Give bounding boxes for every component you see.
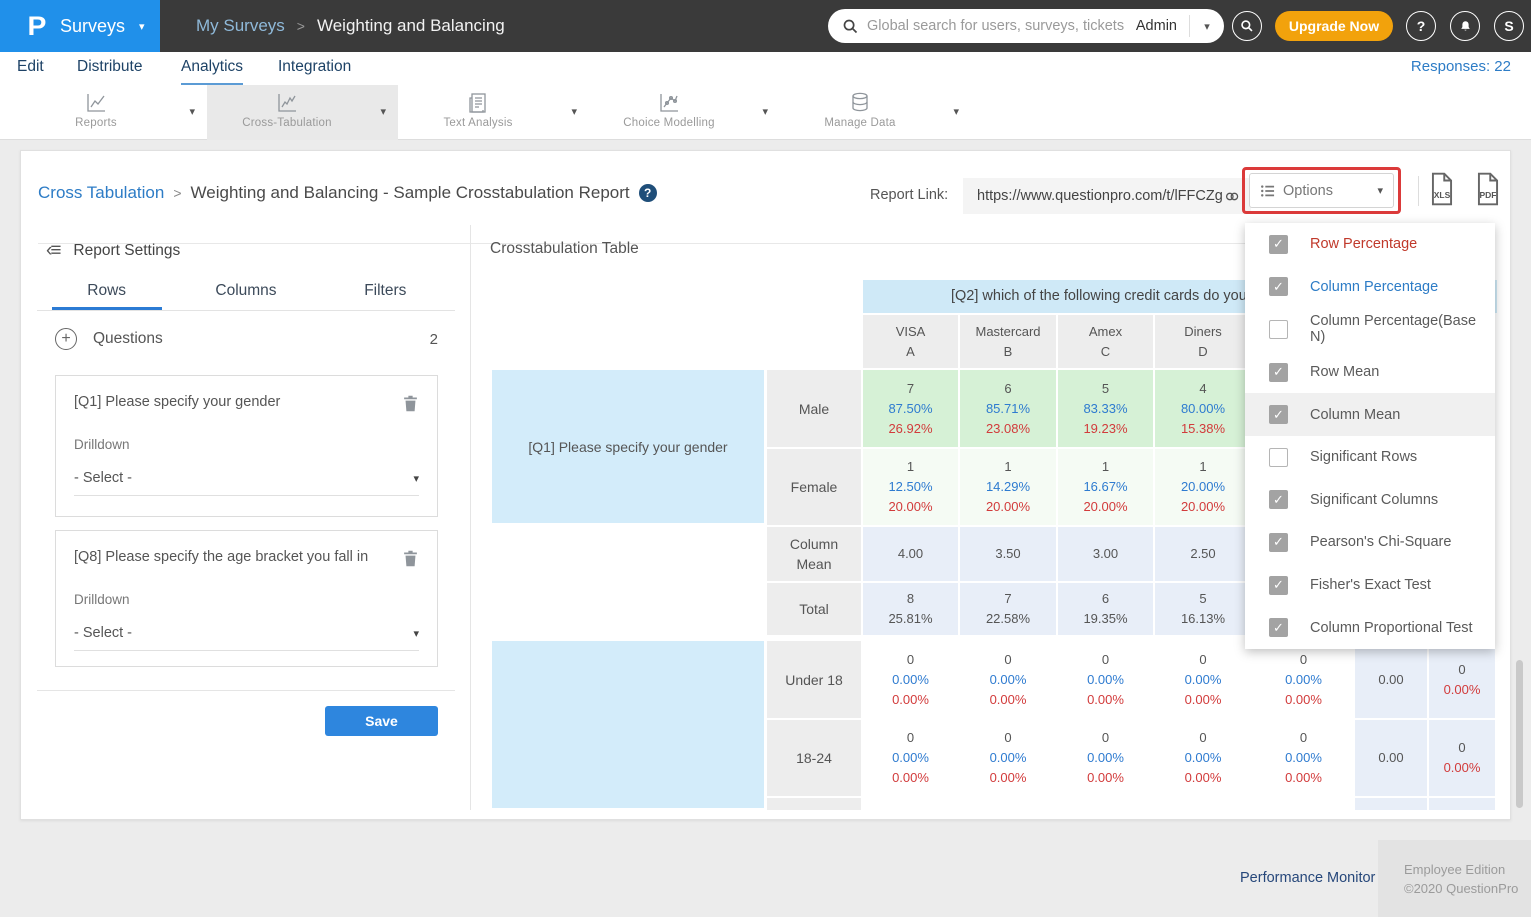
- crosstab-cell: 516.13%: [1155, 583, 1253, 637]
- table-scrollbar[interactable]: [1516, 660, 1523, 808]
- checkbox-checked-icon[interactable]: ✓: [1269, 576, 1288, 595]
- crosstab-row-question-q1: [Q1] Please specify your gender: [492, 370, 766, 525]
- crosstab-cell: 120.00%20.00%: [1155, 449, 1253, 527]
- crosstab-cell: 00.00%0.00%: [1155, 641, 1253, 720]
- crosstab-row-header: Column Mean: [767, 527, 863, 583]
- crosstab-cell: 685.71%23.08%: [960, 370, 1058, 449]
- options-menu-item[interactable]: ✓ Pearson's Chi-Square: [1245, 521, 1495, 564]
- crosstab-cell: 00.00%0.00%: [1155, 720, 1253, 798]
- divider: [1418, 176, 1419, 206]
- crosstab-row-header: Female: [767, 449, 863, 527]
- crosstab-cell: 787.50%26.92%: [863, 370, 960, 449]
- export-pdf-button[interactable]: PDF: [1474, 172, 1502, 206]
- options-menu-item[interactable]: ✓ Row Percentage: [1245, 223, 1495, 266]
- options-menu-item-label: Row Percentage: [1310, 236, 1417, 252]
- page: P Surveys ▾ My Surveys > Weighting and B…: [0, 0, 1531, 917]
- checkbox-checked-icon[interactable]: ✓: [1269, 618, 1288, 637]
- options-menu-item-label: Row Mean: [1310, 364, 1379, 380]
- checkbox-checked-icon[interactable]: ✓: [1269, 363, 1288, 382]
- options-menu-item[interactable]: Column Percentage(Base N): [1245, 308, 1495, 351]
- options-menu-item-label: Column Mean: [1310, 407, 1400, 423]
- copyright-label: ©2020 QuestionPro: [1404, 879, 1531, 898]
- crosstab-cell: 00.00%: [1429, 641, 1497, 720]
- crosstab-cell: 00.00%0.00%: [1058, 720, 1155, 798]
- options-button[interactable]: Options ▾: [1249, 173, 1394, 208]
- checkbox-unchecked-icon[interactable]: [1269, 448, 1288, 467]
- crosstab-cell: 00.00%0.00%: [960, 641, 1058, 720]
- edition-label: Employee Edition: [1404, 860, 1531, 879]
- crosstab-cell: 3.50: [960, 527, 1058, 583]
- options-menu-item[interactable]: Significant Rows: [1245, 436, 1495, 479]
- crosstab-row-header-partial: [767, 798, 863, 810]
- options-menu-item-label: Significant Columns: [1310, 492, 1438, 508]
- crosstab-row-header: 18-24: [767, 720, 863, 798]
- crosstab-cell: [1355, 798, 1429, 810]
- crosstab-column-header: AmexC: [1058, 315, 1155, 370]
- crosstab-cell: 722.58%: [960, 583, 1058, 637]
- checkbox-checked-icon[interactable]: ✓: [1269, 533, 1288, 552]
- checkbox-checked-icon[interactable]: ✓: [1269, 277, 1288, 296]
- svg-text:PDF: PDF: [1480, 190, 1497, 200]
- crosstab-cell: 825.81%: [863, 583, 960, 637]
- options-menu-item[interactable]: ✓ Row Mean: [1245, 351, 1495, 394]
- performance-monitor-link[interactable]: Performance Monitor: [1240, 870, 1375, 886]
- crosstab-cell: 00.00%: [1429, 720, 1497, 798]
- crosstab-row-header: Total: [767, 583, 863, 637]
- chevron-down-icon: ▾: [1377, 184, 1383, 197]
- options-menu-item[interactable]: ✓ Column Proportional Test: [1245, 606, 1495, 649]
- crosstab-cell: 00.00%0.00%: [1254, 641, 1355, 720]
- crosstab-cell: 2.50: [1155, 527, 1253, 583]
- crosstab-cell: 0.00: [1355, 641, 1429, 720]
- options-menu-item-label: Column Percentage(Base N): [1310, 313, 1495, 345]
- crosstab-cell: 00.00%0.00%: [1254, 720, 1355, 798]
- options-menu-item-label: Column Proportional Test: [1310, 620, 1473, 636]
- crosstab-column-header: MastercardB: [960, 315, 1058, 370]
- crosstab-cell: 114.29%20.00%: [960, 449, 1058, 527]
- crosstab-cell: 00.00%0.00%: [863, 641, 960, 720]
- options-menu-item-label: Column Percentage: [1310, 279, 1438, 295]
- crosstab-cell: 619.35%: [1058, 583, 1155, 637]
- checkbox-checked-icon[interactable]: ✓: [1269, 490, 1288, 509]
- options-menu-item-label: Fisher's Exact Test: [1310, 577, 1431, 593]
- crosstab-cell: 4.00: [863, 527, 960, 583]
- crosstab-cell: 3.00: [1058, 527, 1155, 583]
- crosstab-column-header: VISAA: [863, 315, 960, 370]
- crosstab-row-header: Under 18: [767, 641, 863, 720]
- crosstab-row-header: Male: [767, 370, 863, 449]
- crosstab-cell: 00.00%0.00%: [960, 720, 1058, 798]
- options-menu-item[interactable]: ✓ Significant Columns: [1245, 479, 1495, 522]
- crosstab-cell: 0.00: [1355, 720, 1429, 798]
- options-menu-item-label: Significant Rows: [1310, 449, 1417, 465]
- crosstab-row-question-q8: [492, 641, 766, 810]
- list-icon: [1260, 184, 1275, 198]
- crosstab-cell: [1429, 798, 1497, 810]
- crosstab-cell: 00.00%0.00%: [1058, 641, 1155, 720]
- checkbox-unchecked-icon[interactable]: [1269, 320, 1288, 339]
- edition-box: Employee Edition ©2020 QuestionPro: [1378, 840, 1531, 917]
- options-dropdown-menu: ✓ Row Percentage ✓ Column Percentage Column …: [1245, 223, 1495, 649]
- checkbox-checked-icon[interactable]: ✓: [1269, 235, 1288, 254]
- checkbox-checked-icon[interactable]: ✓: [1269, 405, 1288, 424]
- svg-text:XLS: XLS: [1434, 190, 1451, 200]
- crosstab-column-header: DinersD: [1155, 315, 1253, 370]
- crosstab-cell: 116.67%20.00%: [1058, 449, 1155, 527]
- options-button-label: Options: [1283, 183, 1369, 199]
- crosstab-cell: 583.33%19.23%: [1058, 370, 1155, 449]
- crosstab-cell: 480.00%15.38%: [1155, 370, 1253, 449]
- crosstab-cell: 112.50%20.00%: [863, 449, 960, 527]
- options-menu-item[interactable]: ✓ Column Mean: [1245, 393, 1495, 436]
- options-menu-item-label: Pearson's Chi-Square: [1310, 534, 1451, 550]
- options-menu-item[interactable]: ✓ Column Percentage: [1245, 266, 1495, 309]
- crosstab-cell: 00.00%0.00%: [863, 720, 960, 798]
- export-xls-button[interactable]: XLS: [1428, 172, 1456, 206]
- options-menu-item[interactable]: ✓ Fisher's Exact Test: [1245, 564, 1495, 607]
